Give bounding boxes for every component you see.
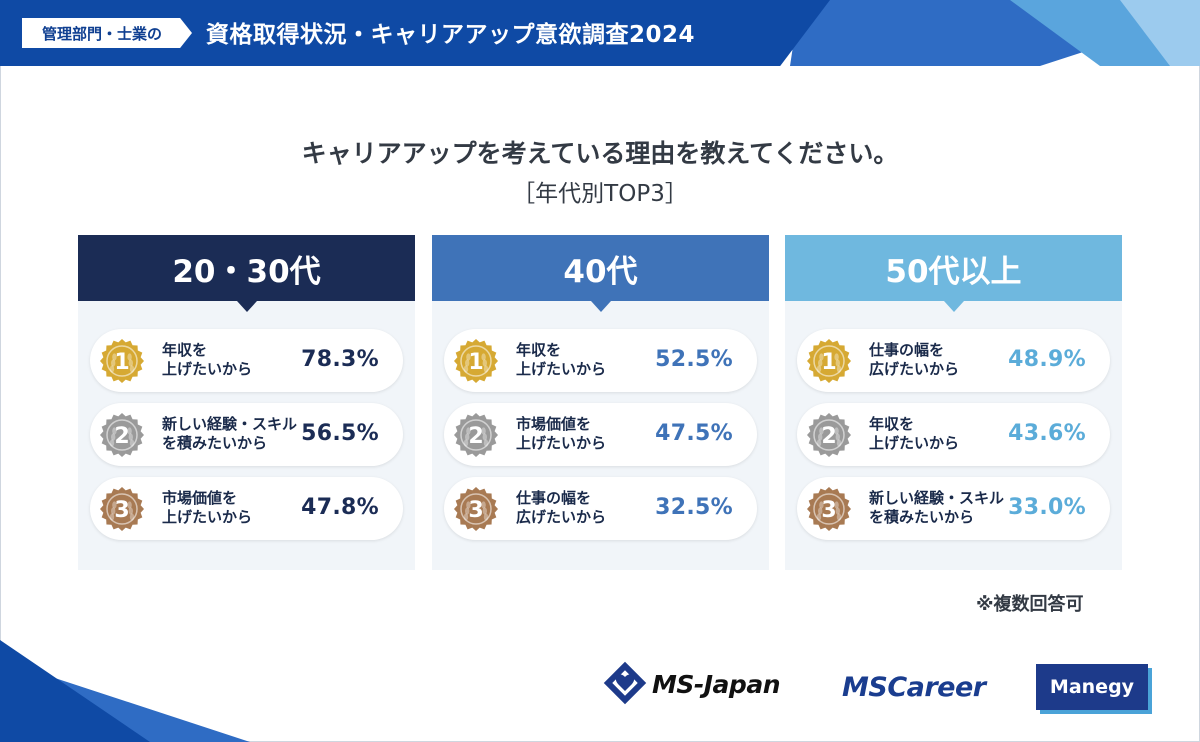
- age-group-panel: 20・30代 1 年収を 上げたいから 78.3% 2 新しい経験・スキル を積みたいから 56…: [78, 235, 415, 570]
- reason-text: 年収を 上げたいから: [869, 415, 1019, 453]
- header-decoration: [790, 0, 1200, 66]
- rank-row: 1 仕事の幅を 広げたいから 48.9%: [797, 329, 1110, 392]
- rank-row: 3 仕事の幅を 広げたいから 32.5%: [444, 477, 757, 540]
- rank-number: 3: [468, 498, 483, 523]
- reason-line: 上げたいから: [162, 360, 253, 378]
- rank-row: 2 新しい経験・スキル を積みたいから 56.5%: [90, 403, 403, 466]
- rank-medal-icon: 3: [454, 487, 498, 531]
- rank-row: 1 年収を 上げたいから 52.5%: [444, 329, 757, 392]
- reason-line: 新しい経験・スキル: [162, 415, 298, 433]
- rank-row: 2 市場価値を 上げたいから 47.5%: [444, 403, 757, 466]
- reason-text: 新しい経験・スキル を積みたいから: [162, 415, 312, 453]
- percentage-label: 56.5%: [301, 421, 379, 446]
- reason-line: 上げたいから: [162, 508, 253, 526]
- percentage-label: 32.5%: [655, 495, 733, 520]
- reason-line: 市場価値を: [516, 415, 592, 433]
- rank-number: 1: [114, 350, 129, 375]
- manegy-logo: Manegy: [1036, 664, 1148, 710]
- age-group-header: 20・30代: [78, 235, 415, 301]
- rank-medal-icon: 1: [100, 339, 144, 383]
- chart-title: キャリアアップを考えている理由を教えてください。: [301, 139, 899, 168]
- rank-number: 3: [821, 498, 836, 523]
- percentage-label: 47.8%: [301, 495, 379, 520]
- rank-medal-icon: 1: [807, 339, 851, 383]
- reason-line: 広げたいから: [869, 360, 960, 378]
- reason-line: 年収を: [162, 341, 208, 359]
- ms-japan-logo-text: MS-Japan: [652, 670, 781, 699]
- rank-number: 2: [821, 424, 836, 449]
- ms-japan-logo: MS-Japan: [602, 660, 822, 710]
- reason-text: 市場価値を 上げたいから: [516, 415, 666, 453]
- rank-number: 1: [468, 350, 483, 375]
- rank-number: 2: [114, 424, 129, 449]
- reason-line: 市場価値を: [162, 489, 238, 507]
- age-group-panel: 50代以上 1 仕事の幅を 広げたいから 48.9% 2 年収を 上げたいから 43.6% 3 新し…: [785, 235, 1122, 570]
- reason-line: 年収を: [516, 341, 562, 359]
- rank-row: 1 年収を 上げたいから 78.3%: [90, 329, 403, 392]
- rank-medal-icon: 2: [454, 413, 498, 457]
- rank-medal-icon: 1: [454, 339, 498, 383]
- reason-text: 仕事の幅を 広げたいから: [516, 489, 666, 527]
- reason-text: 仕事の幅を 広げたいから: [869, 341, 1019, 379]
- rank-number: 3: [114, 498, 129, 523]
- header-pointer: [591, 301, 611, 312]
- rank-row: 3 市場価値を 上げたいから 47.8%: [90, 477, 403, 540]
- percentage-label: 33.0%: [1008, 495, 1086, 520]
- reason-line: 仕事の幅を: [869, 341, 945, 359]
- rank-row: 3 新しい経験・スキル を積みたいから 33.0%: [797, 477, 1110, 540]
- rank-row: 2 年収を 上げたいから 43.6%: [797, 403, 1110, 466]
- rank-medal-icon: 3: [807, 487, 851, 531]
- percentage-label: 43.6%: [1008, 421, 1086, 446]
- reason-line: 仕事の幅を: [516, 489, 592, 507]
- reason-line: 上げたいから: [516, 434, 607, 452]
- reason-line: 上げたいから: [516, 360, 607, 378]
- chart-subtitle: ［年代別TOP3］: [512, 181, 688, 207]
- rank-number: 1: [821, 350, 836, 375]
- percentage-label: 48.9%: [1008, 347, 1086, 372]
- percentage-label: 47.5%: [655, 421, 733, 446]
- reason-line: 新しい経験・スキル: [869, 489, 1005, 507]
- percentage-label: 52.5%: [655, 347, 733, 372]
- ms-japan-mark-icon: [603, 661, 647, 705]
- rank-medal-icon: 3: [100, 487, 144, 531]
- reason-line: 広げたいから: [516, 508, 607, 526]
- age-group-header: 50代以上: [785, 235, 1122, 301]
- corner-decoration: [0, 640, 250, 742]
- header-pointer: [944, 301, 964, 312]
- ms-career-logo: MSCareer: [842, 672, 986, 703]
- reason-line: を積みたいから: [869, 508, 975, 526]
- percentage-label: 78.3%: [301, 347, 379, 372]
- reason-text: 新しい経験・スキル を積みたいから: [869, 489, 1019, 527]
- header-title: 資格取得状況・キャリアアップ意欲調査2024: [206, 22, 696, 48]
- reason-line: を積みたいから: [162, 434, 268, 452]
- footnote: ※複数回答可: [976, 594, 1084, 615]
- header-label: 管理部門・士業の: [22, 18, 192, 48]
- reason-text: 年収を 上げたいから: [162, 341, 312, 379]
- rank-number: 2: [468, 424, 483, 449]
- age-group-panel: 40代 1 年収を 上げたいから 52.5% 2 市場価値を 上げたいから 47.5% 3 仕事の幅…: [432, 235, 769, 570]
- reason-line: 年収を: [869, 415, 915, 433]
- header-pointer: [237, 301, 257, 312]
- reason-line: 上げたいから: [869, 434, 960, 452]
- age-group-header: 40代: [432, 235, 769, 301]
- rank-medal-icon: 2: [100, 413, 144, 457]
- reason-text: 市場価値を 上げたいから: [162, 489, 312, 527]
- rank-medal-icon: 2: [807, 413, 851, 457]
- reason-text: 年収を 上げたいから: [516, 341, 666, 379]
